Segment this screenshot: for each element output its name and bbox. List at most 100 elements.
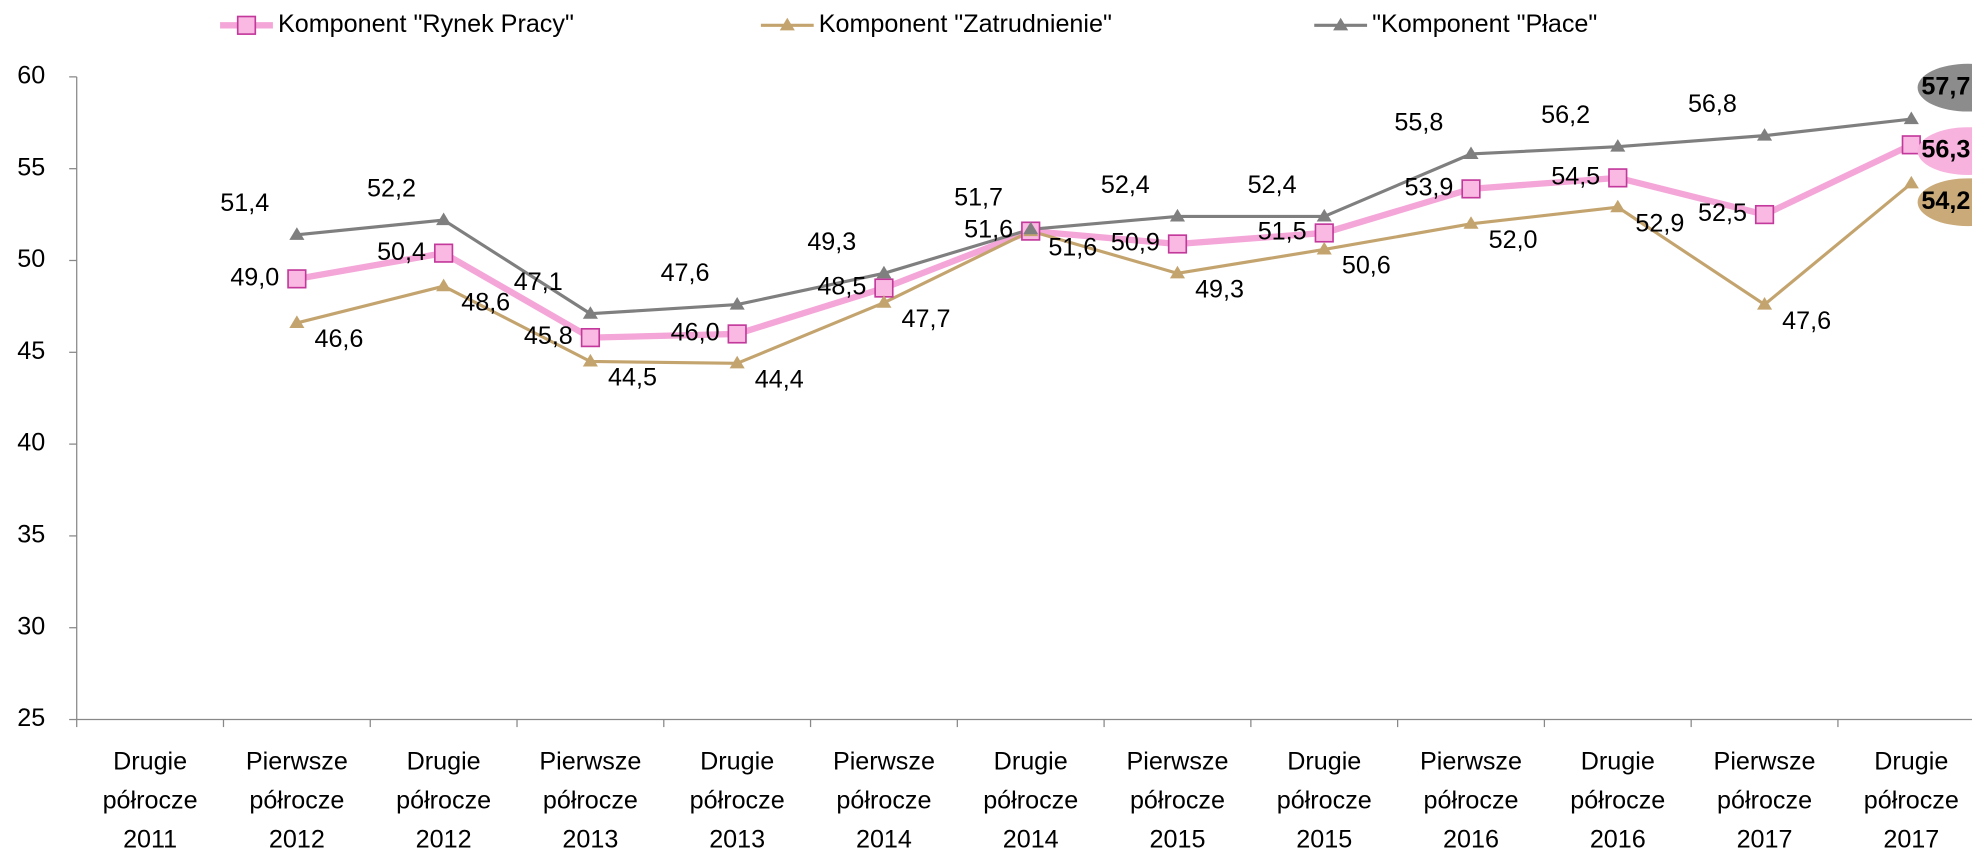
data-label: 45,8 (524, 322, 573, 350)
point (729, 297, 745, 310)
legend-label: "Komponent "Płace" (1372, 10, 1597, 38)
data-label: 52,0 (1489, 226, 1538, 254)
x-tick-label: Drugie półrocze 2016 (1570, 747, 1665, 853)
x-tick-label-line: półrocze (103, 786, 198, 814)
y-tick-label: 50 (17, 245, 45, 273)
legend-label: Komponent "Zatrudnienie" (819, 10, 1112, 38)
y-tick-label: 45 (17, 337, 45, 365)
x-tick-label: Pierwsze półrocze 2013 (539, 747, 641, 853)
data-label: 56,8 (1688, 90, 1737, 118)
x-tick-label: Pierwsze półrocze 2012 (246, 747, 348, 853)
point (876, 295, 892, 308)
x-tick-label-line: 2014 (1003, 825, 1059, 853)
data-label: 50,6 (1342, 252, 1391, 280)
data-label: 51,6 (964, 216, 1013, 244)
x-tick-label-line: Pierwsze (1714, 747, 1816, 775)
point (1333, 17, 1349, 31)
data-label: 44,4 (755, 366, 804, 394)
x-tick-label-line: Pierwsze (246, 747, 348, 775)
point (1314, 223, 1334, 243)
data-label: 48,6 (461, 288, 510, 316)
point (289, 227, 305, 240)
x-tick-label: Drugie półrocze 2017 (1864, 747, 1959, 853)
x-tick-label-line: półrocze (396, 786, 491, 814)
point (729, 355, 745, 369)
series-line (296, 141, 1913, 341)
x-tick-label-line: półrocze (1277, 786, 1372, 814)
data-label: 51,7 (954, 184, 1003, 212)
x-tick-label-line: 2017 (1737, 825, 1793, 853)
x-tick-label-line: 2016 (1443, 825, 1499, 853)
point (1316, 241, 1332, 255)
data-label: 51,6 (1048, 233, 1097, 261)
series-line (296, 117, 1912, 316)
x-tick-label-line: 2012 (269, 825, 325, 853)
y-tick-label: 30 (17, 612, 45, 640)
label-background (1917, 178, 1972, 227)
y-tick-label: 40 (17, 429, 45, 457)
data-label: 53,9 (1404, 174, 1453, 202)
data-label: 48,5 (817, 273, 866, 301)
x-tick-label-line: Drugie (113, 747, 187, 775)
x-tick-label: Drugie półrocze 2011 (103, 747, 198, 853)
x-tick-label-line: 2011 (123, 825, 177, 853)
x-tick-label: Drugie półrocze 2014 (983, 747, 1078, 853)
data-label: 52,9 (1635, 209, 1684, 237)
point (580, 327, 601, 348)
data-label: 47,1 (514, 268, 563, 296)
point (1169, 265, 1186, 279)
x-tick-label: Pierwsze półrocze 2016 (1420, 747, 1522, 853)
point (1610, 199, 1626, 213)
data-label: 49,3 (807, 228, 856, 256)
point (1316, 208, 1332, 222)
data-label: 44,5 (608, 364, 657, 392)
x-tick-label-line: półrocze (1864, 786, 1959, 814)
x-tick-label-line: Pierwsze (1420, 747, 1522, 775)
point (1463, 146, 1479, 160)
data-label: 57,7 (1921, 72, 1970, 100)
x-tick-label-line: półrocze (1423, 786, 1518, 814)
series-line (296, 182, 1913, 365)
data-label: 50,9 (1111, 229, 1160, 257)
x-tick-label: Pierwsze półrocze 2017 (1714, 747, 1816, 853)
data-label: 52,4 (1248, 171, 1297, 199)
point (1169, 208, 1186, 222)
x-tick-label-line: 2015 (1150, 825, 1206, 853)
data-label: 51,4 (220, 189, 269, 217)
point (1023, 221, 1039, 235)
data-label: 47,6 (1782, 307, 1831, 335)
point (874, 278, 894, 298)
data-label: 54,5 (1551, 163, 1600, 191)
point (1461, 179, 1481, 199)
x-tick-label-line: Pierwsze (1126, 747, 1228, 775)
data-label: 52,5 (1698, 199, 1747, 227)
x-tick-label-line: Pierwsze (539, 747, 641, 775)
point (1610, 139, 1626, 152)
point (876, 265, 892, 279)
point (436, 212, 452, 226)
point (582, 353, 598, 367)
y-tick-label: 35 (17, 521, 45, 549)
point (1757, 297, 1773, 310)
label-background (1917, 127, 1972, 175)
point (434, 243, 454, 263)
data-label: 47,7 (902, 305, 951, 333)
x-tick-label-line: Drugie (407, 747, 481, 775)
point (727, 324, 747, 344)
point (1757, 128, 1773, 141)
point (289, 315, 305, 328)
x-tick-label-line: 2013 (709, 825, 765, 853)
x-tick-label-line: półrocze (1717, 786, 1812, 814)
x-tick-label-line: półrocze (1130, 786, 1225, 814)
data-label: 52,4 (1101, 171, 1150, 199)
point (287, 269, 307, 289)
data-label: 56,2 (1541, 101, 1590, 129)
x-tick-label-line: Drugie (1287, 747, 1361, 775)
data-label: 51,5 (1258, 218, 1307, 246)
x-tick-label-line: Pierwsze (833, 747, 935, 775)
x-tick-label-line: Drugie (1581, 747, 1655, 775)
x-tick-label: Pierwsze półrocze 2015 (1126, 747, 1228, 853)
x-tick-label-line: półrocze (983, 786, 1078, 814)
x-tick-label-line: półrocze (1570, 786, 1665, 814)
